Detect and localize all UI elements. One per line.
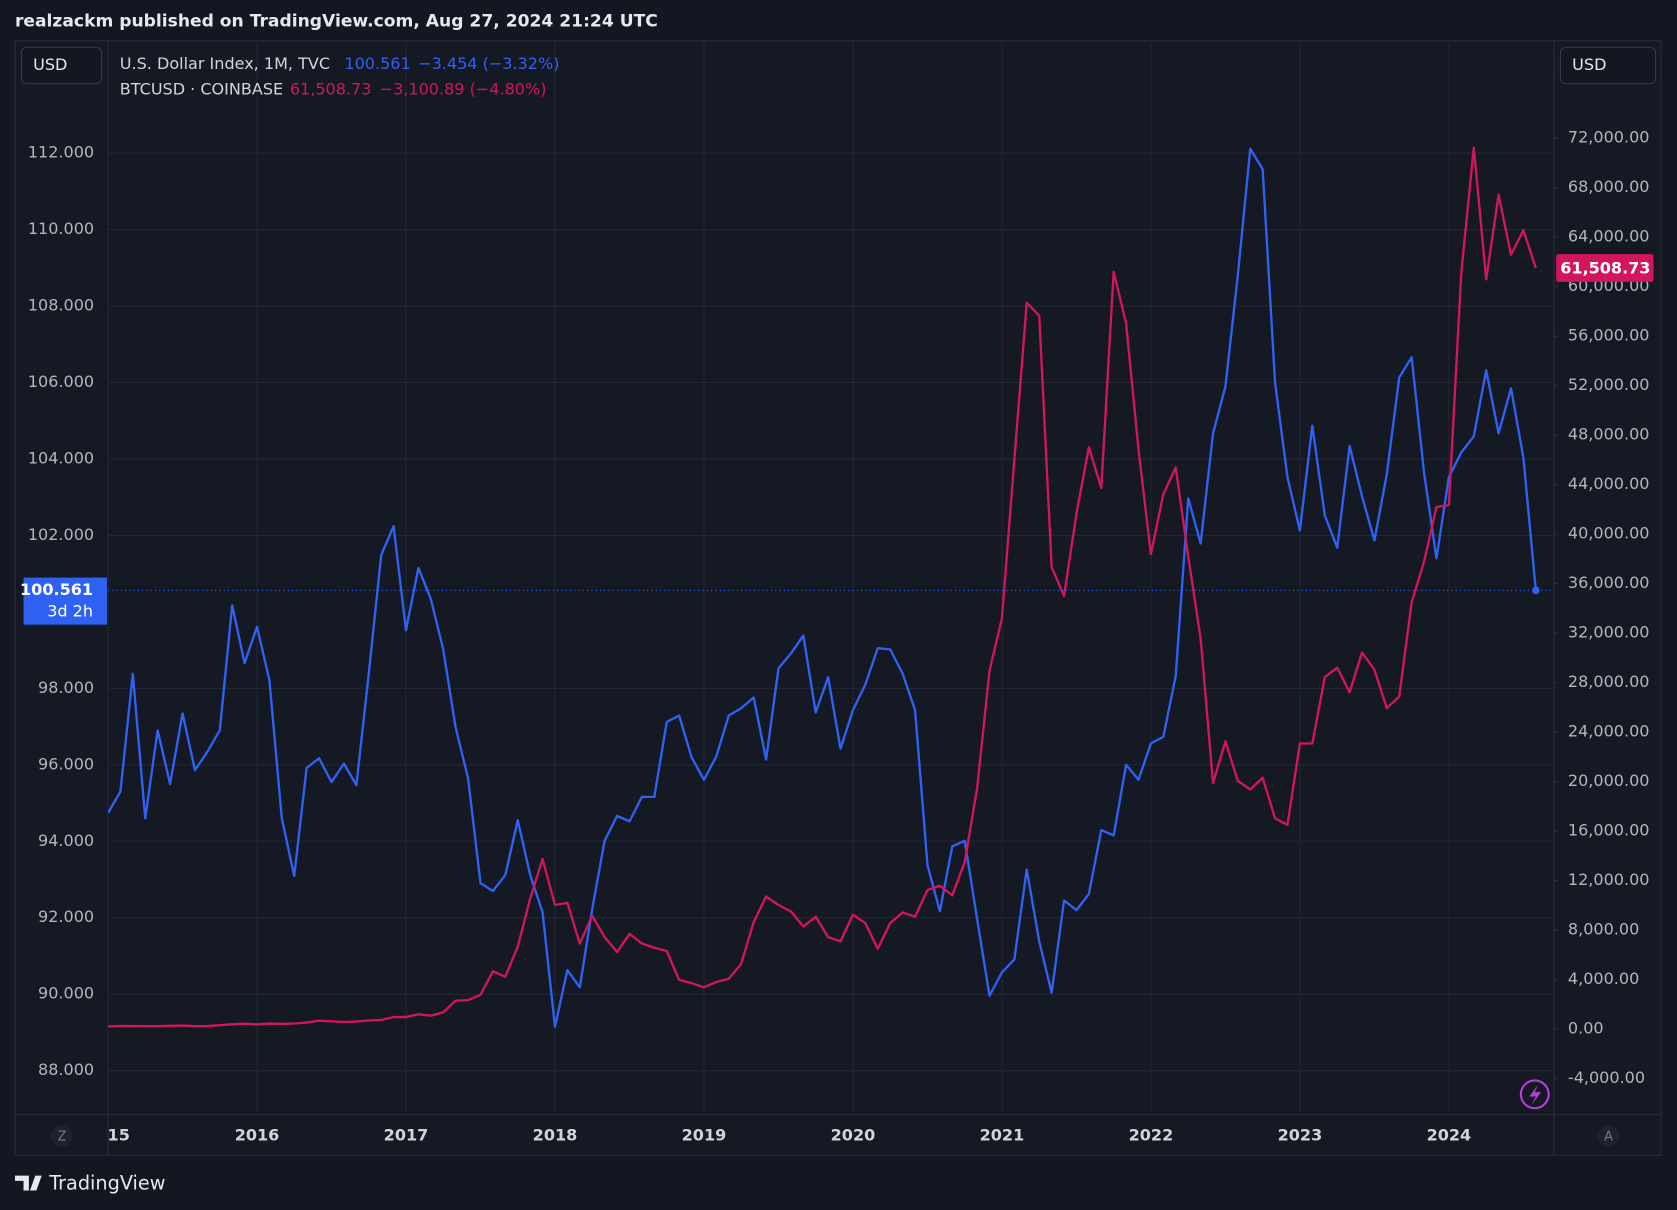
y2-tick-label: 36,000.00 [1568, 573, 1650, 592]
y2-tick-label: 20,000.00 [1568, 771, 1650, 790]
y-tick-label: 104.000 [28, 448, 94, 467]
y-tick-label: 102.000 [28, 525, 94, 544]
countdown-label: 3d 2h [47, 601, 93, 620]
y-tick-label: 112.000 [28, 143, 94, 162]
y-tick-label: 98.000 [38, 678, 94, 697]
y2-tick-label: 16,000.00 [1568, 821, 1650, 840]
brand: TradingView [48, 1172, 165, 1195]
y2-tick-label: 8,000.00 [1568, 920, 1639, 939]
legend-change: −3.454 (−3.32%) [418, 54, 559, 73]
y-tick-label: 94.000 [38, 831, 94, 850]
header: realzackm published on TradingView.com, … [15, 12, 658, 32]
y2-tick-label: 0.00 [1568, 1019, 1604, 1038]
x-tick-label: 2018 [533, 1126, 578, 1145]
x-tick-label: 2020 [831, 1126, 876, 1145]
currency-button[interactable] [1559, 46, 1657, 85]
y2-tick-label: 64,000.00 [1568, 227, 1650, 246]
legend-change: −3,100.89 (−4.80%) [380, 80, 547, 99]
x-tick-label: 2022 [1129, 1126, 1174, 1145]
x-tick-label: 2024 [1427, 1126, 1472, 1145]
legend-value: 100.561 [344, 54, 410, 73]
y2-tick-label: 32,000.00 [1568, 623, 1650, 642]
y2-tick-label: 56,000.00 [1568, 326, 1650, 345]
x-tick-label: 2023 [1278, 1126, 1323, 1145]
x-tick-label: 2019 [682, 1126, 727, 1145]
x-tick-label: 2016 [235, 1126, 280, 1145]
y2-tick-label: 52,000.00 [1568, 375, 1650, 394]
price-badge-label: 61,508.73 [1560, 259, 1650, 278]
x-tick-label: 2021 [980, 1126, 1025, 1145]
y-tick-label: 90.000 [38, 984, 94, 1003]
legend-name: BTCUSD · COINBASE [120, 80, 283, 99]
zoom-label: Z [58, 1130, 67, 1145]
currency-label: USD [1572, 55, 1606, 74]
currency-label: USD [33, 55, 67, 74]
y2-tick-label: 44,000.00 [1568, 474, 1650, 493]
series-line [108, 146, 1537, 1028]
auto-button[interactable] [1597, 1125, 1620, 1147]
y2-tick-label: 72,000.00 [1568, 128, 1650, 147]
y2-tick-label: 12,000.00 [1568, 870, 1650, 889]
x-tick-label: 15 [108, 1126, 130, 1145]
y2-tick-label: -4,000.00 [1568, 1068, 1645, 1087]
legend-name: U.S. Dollar Index, 1M, TVC [120, 54, 330, 73]
price-badge [23, 577, 107, 625]
pane [14, 40, 1662, 1156]
zoom-button[interactable] [51, 1125, 73, 1147]
price-badge-label: 100.561 [20, 580, 93, 599]
y-tick-label: 106.000 [28, 372, 94, 391]
y-tick-label: 110.000 [28, 219, 94, 238]
y-tick-label: 108.000 [28, 296, 94, 315]
auto-label: A [1604, 1130, 1613, 1145]
last-point [1532, 586, 1540, 595]
labels: 15 2016 2017 2018 2019 2020 2021 2022 2023 2024 88… [20, 128, 1654, 1145]
brand-logo [14, 1175, 42, 1191]
legend-value: 61,508.73 [290, 80, 372, 99]
y2-tick-label: 48,000.00 [1568, 425, 1650, 444]
flash-button[interactable] [1519, 1079, 1550, 1110]
y-tick-label: 96.000 [38, 754, 94, 773]
y2-tick-label: 40,000.00 [1568, 524, 1650, 543]
y2-tick-label: 24,000.00 [1568, 722, 1650, 741]
x-tick-label: 2017 [384, 1126, 429, 1145]
y2-tick-label: 28,000.00 [1568, 672, 1650, 691]
flash-icon [1529, 1084, 1542, 1105]
y-tick-label: 92.000 [38, 907, 94, 926]
currency-button[interactable] [20, 46, 103, 85]
y-tick-label: 88.000 [38, 1060, 94, 1079]
price-badge [1556, 254, 1654, 282]
series-line [108, 147, 1537, 1028]
grid [107, 42, 1555, 1115]
y2-tick-label: 68,000.00 [1568, 177, 1650, 196]
plot [108, 146, 1555, 1028]
y2-tick-label: 4,000.00 [1568, 969, 1639, 988]
